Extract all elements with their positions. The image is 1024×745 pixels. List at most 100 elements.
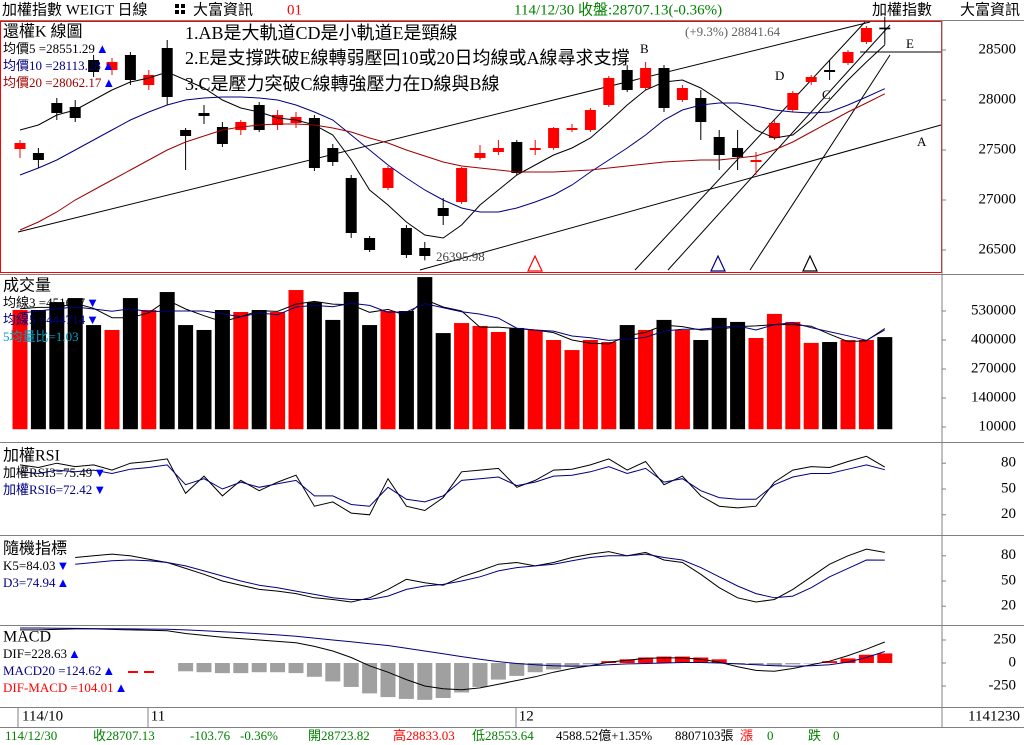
annotation-note: 3.C是壓力突破C線轉強壓力在D線與B線 — [185, 74, 500, 94]
bar — [656, 319, 672, 430]
line-series — [20, 628, 885, 691]
legend-label: 加權RSI3=75.49 — [3, 465, 92, 480]
bar — [490, 663, 506, 680]
bar — [362, 663, 378, 694]
bar — [472, 325, 488, 430]
annotation-note: 2.E是支撐跌破E線轉弱壓回10或20日均線或A線尋求支撐 — [185, 48, 630, 68]
panel-title: 加權RSI — [3, 447, 60, 465]
bar — [380, 311, 396, 430]
legend-label: 均價10 =28113.28 — [3, 58, 101, 73]
bar — [122, 298, 138, 430]
y-tick-label: 400000 — [971, 331, 1016, 347]
candle-body — [253, 105, 265, 130]
bar — [564, 663, 580, 667]
bar — [619, 325, 635, 430]
candle-body — [603, 78, 615, 105]
bar — [398, 663, 414, 699]
low-annotation: 26395.98 — [436, 249, 485, 264]
legend-label: 加權RSI6=72.42 — [3, 482, 92, 497]
legend-label: 均線5 =444714 — [3, 312, 86, 327]
line-series — [19, 44, 886, 239]
candle-body — [860, 28, 872, 42]
bar — [803, 663, 819, 664]
y-tick-label: 530000 — [971, 302, 1016, 318]
candle-body — [437, 208, 449, 216]
y-tick-label: 250 — [994, 631, 1017, 647]
candle-body — [180, 130, 192, 136]
header-source: 大富資訊 — [193, 0, 253, 18]
header-quote: 114/12/30 收盤:28707.13(-0.36%) — [514, 1, 722, 18]
bar — [233, 312, 249, 430]
bar — [490, 331, 506, 430]
bar — [638, 329, 654, 430]
bar — [674, 656, 690, 664]
bar — [270, 312, 286, 430]
candle-body — [364, 238, 376, 250]
candle-body — [566, 128, 578, 130]
legend-label: 5均量比=1.03 — [3, 329, 79, 344]
bar — [546, 340, 562, 430]
y-tick-label: 27000 — [979, 191, 1017, 207]
y-tick-label: 80 — [1001, 455, 1016, 471]
footer-item: -103.76 — [190, 728, 231, 743]
bar — [343, 292, 359, 430]
bar — [877, 653, 893, 664]
candle-body — [51, 103, 63, 113]
bar — [509, 663, 525, 676]
bar — [288, 663, 304, 674]
bar — [141, 309, 157, 430]
candle-body — [842, 52, 854, 63]
candle-body — [106, 62, 118, 70]
candle-body — [327, 148, 339, 162]
candle-body — [548, 128, 560, 148]
candle-body — [216, 127, 228, 144]
candle-body — [14, 143, 26, 149]
legend-arrow: ▼ — [93, 482, 106, 497]
trend-line-label: C — [822, 87, 831, 102]
panel-title: MACD — [3, 629, 51, 646]
legend-label: K5=84.03 — [3, 558, 55, 573]
annotation-note: 1.AB是大軌道CD是小軌道E是頸線 — [185, 23, 458, 43]
y-tick-label: 80 — [1001, 547, 1016, 563]
trend-line-label: B — [640, 41, 649, 56]
candle-body — [419, 248, 431, 256]
legend-label: 均價5 =28551.29 — [3, 41, 95, 56]
header-code: 01 — [287, 2, 302, 18]
bar — [30, 309, 46, 430]
bar — [840, 658, 856, 664]
bar — [656, 656, 672, 664]
bar — [12, 309, 28, 430]
bar — [858, 654, 874, 664]
candle-body — [308, 118, 320, 168]
bar — [454, 663, 470, 693]
legend-label: 均線3 =451657 — [3, 295, 86, 310]
bar — [270, 663, 286, 673]
footer-item: 開28723.82 — [308, 728, 370, 743]
bar — [398, 311, 414, 430]
trend-line-label: E — [906, 36, 914, 51]
bar — [785, 663, 801, 665]
bar — [730, 321, 746, 430]
bar — [306, 663, 322, 677]
bar — [417, 663, 433, 700]
bar — [766, 663, 782, 666]
footer-item: 高28833.03 — [393, 728, 455, 743]
bar — [840, 340, 856, 430]
bar — [233, 663, 249, 674]
bar — [711, 317, 727, 430]
x-tick-label: 12 — [519, 708, 534, 724]
footer-item: 漲 — [740, 728, 753, 743]
bar — [748, 337, 764, 430]
y-tick-label: 50 — [1001, 480, 1016, 496]
bar — [582, 663, 598, 665]
legend-label: MACD20 =124.62 — [3, 663, 101, 678]
bar — [638, 657, 654, 664]
header-right-title: 加權指數 — [872, 1, 932, 18]
footer-item: 8807103張 — [675, 728, 734, 743]
legend-arrow: ▲ — [102, 75, 115, 90]
line-series — [75, 548, 885, 603]
bar — [306, 302, 322, 430]
candle-body — [732, 148, 744, 157]
bar — [766, 313, 782, 430]
